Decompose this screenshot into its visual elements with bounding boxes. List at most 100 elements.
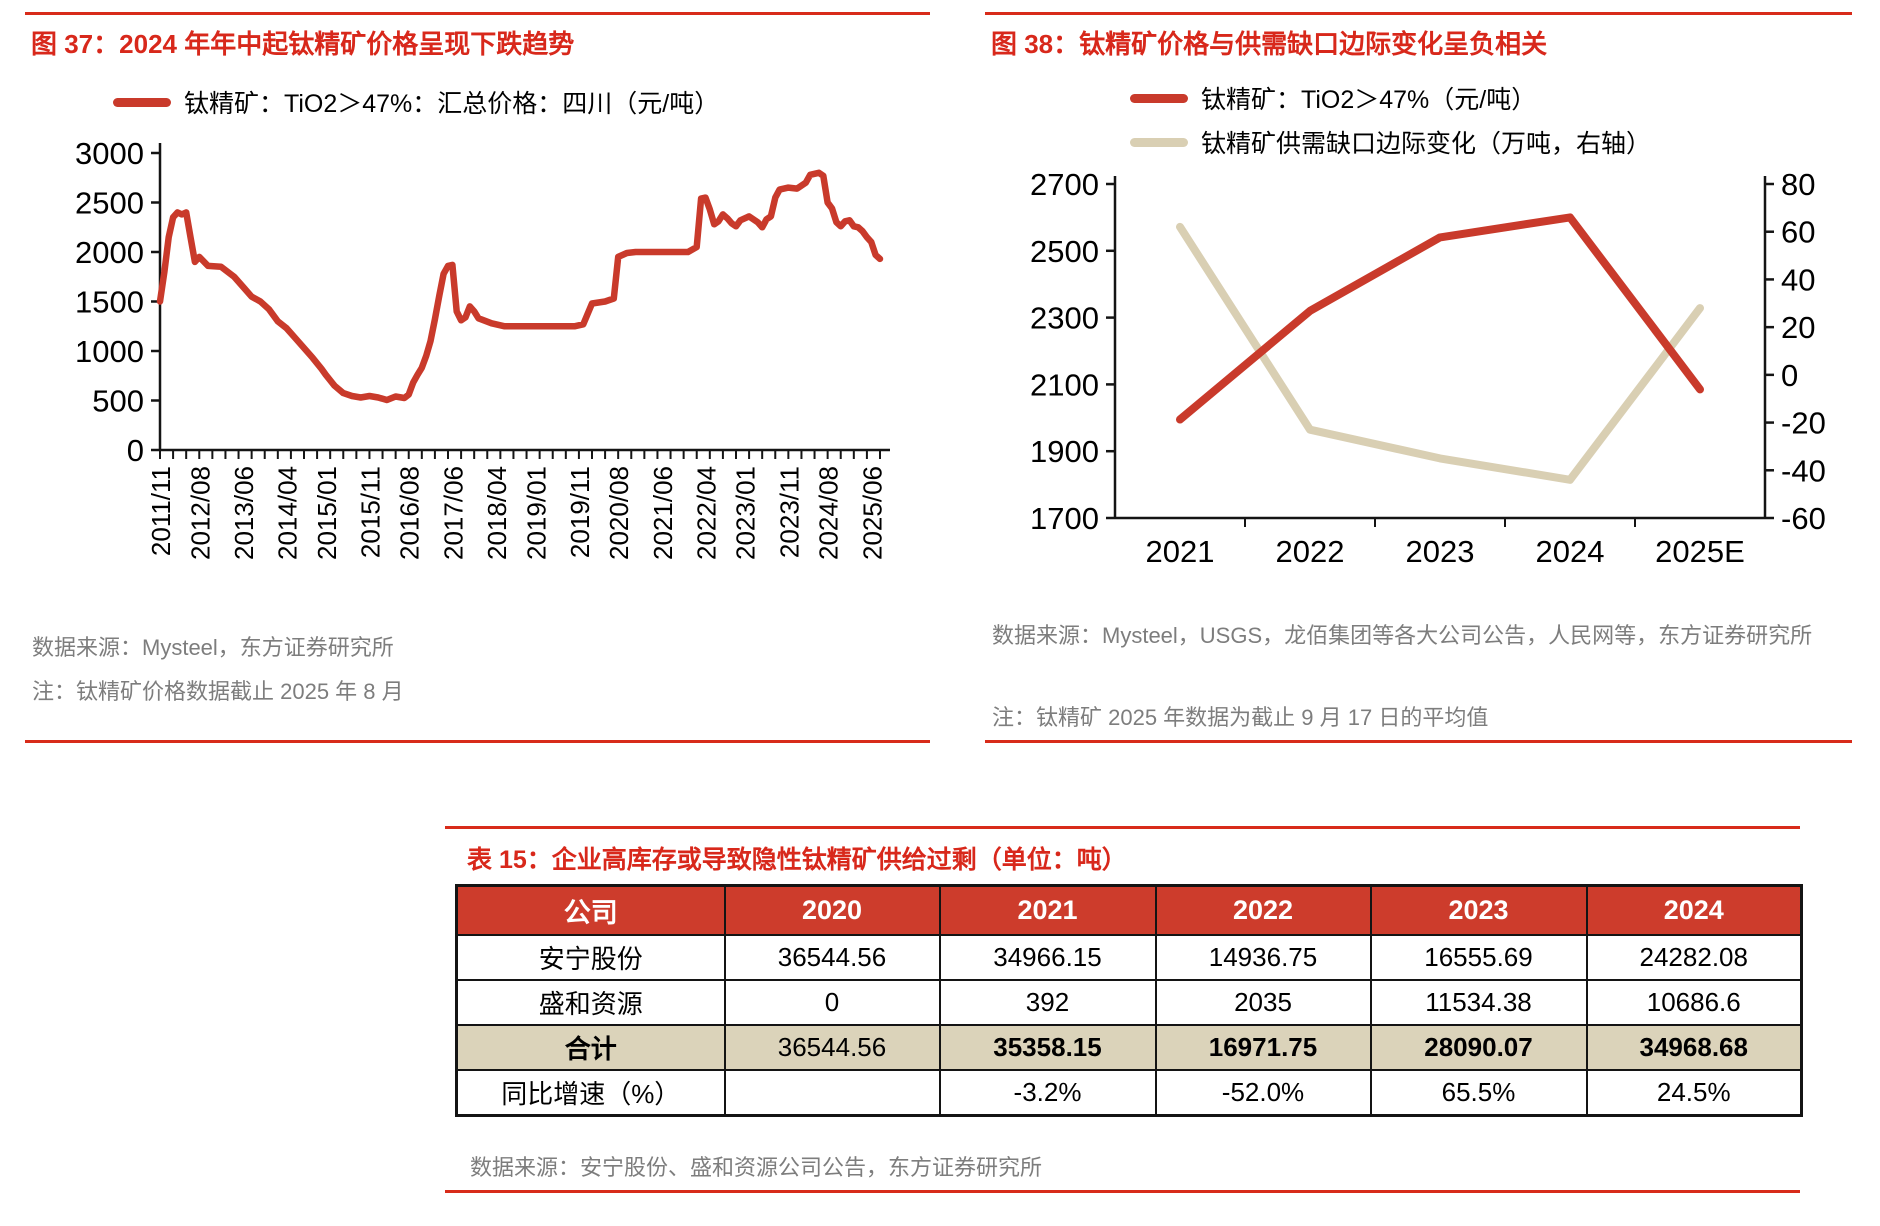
figure-37-title: 图 37：2024 年年中起钛精矿价格呈现下跌趋势 — [31, 29, 575, 59]
table-15-block: 表 15：企业高库存或导致隐性钛精矿供给过剩（单位：吨） 公司 2020 2021 2… — [445, 812, 1803, 1212]
table-header-cell: 2021 — [938, 884, 1157, 936]
price-series-line — [156, 169, 884, 404]
x-tick-label: 2017/06 — [438, 466, 468, 560]
x-tick-label: 2015/01 — [312, 466, 342, 560]
x-tick-label: 2019/01 — [521, 466, 551, 560]
table-cell: 14936.75 — [1154, 934, 1372, 981]
legend-line-swatch-beige — [1130, 137, 1188, 147]
x-tick-label: 2018/04 — [482, 466, 512, 560]
table-15-top-rule — [445, 826, 1800, 829]
y-tick-label: 0 — [127, 433, 144, 468]
table-cell: 36544.56 — [723, 1024, 941, 1071]
x-tick-label: 2024 — [1536, 534, 1605, 569]
left-y-tick-label: 2700 — [1030, 167, 1099, 202]
table-cell: 34968.68 — [1585, 1024, 1803, 1071]
y-tick-label: 2000 — [75, 235, 144, 270]
right-y-tick-label: 80 — [1781, 167, 1815, 202]
table-cell: -52.0% — [1154, 1069, 1372, 1117]
x-tick-label: 2011/11 — [146, 466, 176, 556]
x-tick-label: 2015/11 — [355, 466, 385, 558]
table-cell: 34966.15 — [938, 934, 1157, 981]
right-y-tick-label: 20 — [1781, 310, 1815, 345]
figure-38-bottom-rule — [985, 740, 1852, 743]
table-cell: 16971.75 — [1154, 1024, 1372, 1071]
table-cell: 2035 — [1154, 979, 1372, 1026]
x-tick-label: 2012/08 — [185, 466, 215, 560]
x-tick-label: 2014/04 — [273, 466, 303, 560]
table-cell — [723, 1069, 941, 1117]
figure-37-source: 数据来源：Mysteel，东方证券研究所 — [32, 635, 394, 660]
x-tick-label: 2019/11 — [565, 466, 595, 558]
x-tick-label: 2024/08 — [814, 466, 844, 560]
x-tick-label: 2025/06 — [857, 466, 887, 560]
row-label-cell: 盛和资源 — [455, 979, 726, 1026]
table-cell: 0 — [723, 979, 941, 1026]
price-series-line — [1176, 213, 1704, 424]
table-cell: 35358.15 — [938, 1024, 1157, 1071]
right-y-tick-label: -60 — [1781, 501, 1826, 536]
x-tick-label: 2021 — [1146, 534, 1215, 569]
table-cell: 28090.07 — [1369, 1024, 1588, 1071]
figure-37-legend: 钛精矿：TiO2＞47%：汇总价格：四川（元/吨） — [113, 84, 719, 120]
figure-37-legend-label: 钛精矿：TiO2＞47%：汇总价格：四川（元/吨） — [184, 90, 720, 118]
right-y-tick-label: -40 — [1781, 453, 1826, 488]
table-cell: 11534.38 — [1369, 979, 1588, 1026]
y-tick-label: 1500 — [75, 285, 144, 320]
x-tick-label: 2020/08 — [604, 466, 634, 560]
figure-37-note: 注：钛精矿价格数据截止 2025 年 8 月 — [32, 679, 404, 704]
row-label-cell: 合计 — [455, 1024, 726, 1071]
table-cell: 65.5% — [1369, 1069, 1588, 1117]
row-label-cell: 同比增速（%） — [455, 1069, 726, 1117]
row-label-cell: 安宁股份 — [455, 934, 726, 981]
y-tick-label: 1000 — [75, 334, 144, 369]
y-tick-label: 3000 — [75, 136, 144, 171]
left-y-tick-label: 2100 — [1030, 367, 1099, 402]
right-y-tick-label: 40 — [1781, 262, 1815, 297]
y-tick-label: 500 — [92, 384, 144, 419]
x-tick-label: 2023/11 — [774, 466, 804, 558]
price-vs-gap-line-chart: 1700 1900 2100 2300 2500 2700 -60 -40 -20 0 20 40 60… — [1030, 167, 1826, 569]
left-y-tick-label: 2500 — [1030, 234, 1099, 269]
right-y-tick-label: 0 — [1781, 358, 1798, 393]
table-row: 合计 36544.56 35358.15 16971.75 28090.07 34968.… — [455, 1024, 1803, 1071]
figure-38-source: 数据来源：Mysteel，USGS，龙佰集团等各大公司公告，人民网等，东方证券研… — [992, 623, 1813, 648]
table-cell: 24.5% — [1585, 1069, 1803, 1117]
hidden-supply-inventory-table: 公司 2020 2021 2022 2023 2024 安宁股份 36544.56 34966.… — [455, 884, 1803, 1117]
x-tick-label: 2023/01 — [731, 466, 761, 560]
table-header-cell: 2024 — [1585, 884, 1803, 936]
table-header-cell: 2020 — [723, 884, 941, 936]
right-y-tick-label: 60 — [1781, 215, 1815, 250]
gap-series-line — [1176, 222, 1704, 484]
legend-line-swatch-red — [113, 97, 171, 107]
figure-38-legend-price: 钛精矿：TiO2＞47%（元/吨） — [1130, 80, 1536, 116]
titanium-price-line-chart: 0 500 1000 1500 2000 2500 3000 2011/11 2012/08 20… — [75, 136, 890, 560]
table-row: 盛和资源 0 392 2035 11534.38 10686.6 — [455, 979, 1803, 1026]
figure-37-bottom-rule — [25, 740, 930, 743]
left-y-tick-label: 2300 — [1030, 301, 1099, 336]
right-y-tick-label: -20 — [1781, 406, 1826, 441]
x-tick-label: 2022 — [1276, 534, 1345, 569]
table-cell: 24282.08 — [1585, 934, 1803, 981]
left-y-tick-label: 1900 — [1030, 434, 1099, 469]
x-tick-label: 2023 — [1406, 534, 1475, 569]
figure-38-top-rule — [985, 12, 1852, 15]
figure-38-legend-gap-label: 钛精矿供需缺口边际变化（万吨，右轴） — [1201, 130, 1652, 158]
table-header-row: 公司 2020 2021 2022 2023 2024 — [455, 884, 1803, 936]
table-row: 同比增速（%） -3.2% -52.0% 65.5% 24.5% — [455, 1069, 1803, 1117]
figure-38-legend-gap: 钛精矿供需缺口边际变化（万吨，右轴） — [1130, 124, 1651, 160]
figure-37: 图 37：2024 年年中起钛精矿价格呈现下跌趋势 钛精矿：TiO2＞47%：汇… — [25, 0, 930, 748]
table-header-cell: 2022 — [1154, 884, 1372, 936]
table-15-title: 表 15：企业高库存或导致隐性钛精矿供给过剩（单位：吨） — [467, 846, 1127, 874]
table-cell: 10686.6 — [1585, 979, 1803, 1026]
left-y-tick-label: 1700 — [1030, 501, 1099, 536]
table-header-cell: 2023 — [1369, 884, 1588, 936]
figure-38: 图 38：钛精矿价格与供需缺口边际变化呈负相关 钛精矿：TiO2＞47%（元/吨… — [985, 0, 1852, 748]
x-tick-label: 2021/06 — [648, 466, 678, 560]
x-tick-label: 2022/04 — [691, 466, 721, 560]
table-cell: 16555.69 — [1369, 934, 1588, 981]
x-tick-label: 2016/08 — [395, 466, 425, 560]
table-15-source: 数据来源：安宁股份、盛和资源公司公告，东方证券研究所 — [470, 1155, 1043, 1180]
figure-38-legend-price-label: 钛精矿：TiO2＞47%（元/吨） — [1201, 86, 1537, 114]
table-header-cell: 公司 — [455, 884, 726, 936]
table-cell: -3.2% — [938, 1069, 1157, 1117]
